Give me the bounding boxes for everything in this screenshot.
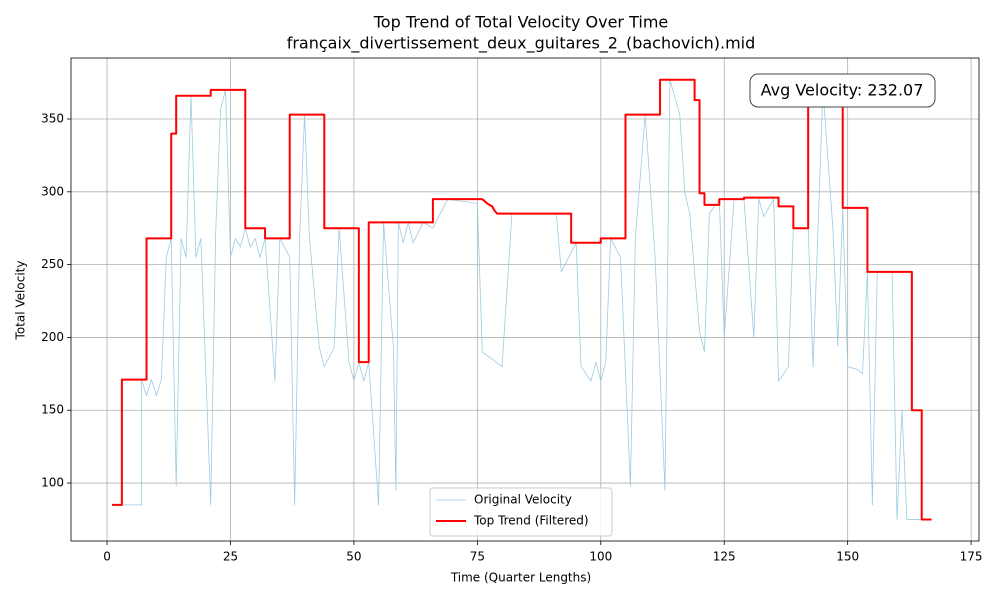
chart-subtitle: françaix_divertissement_deux_guitares_2_… <box>287 34 756 54</box>
x-tick-label: 100 <box>589 550 612 564</box>
x-axis-label: Time (Quarter Lengths) <box>450 571 591 585</box>
y-tick-label: 250 <box>41 257 64 271</box>
x-tick-label: 50 <box>346 550 361 564</box>
x-tick-label: 150 <box>836 550 859 564</box>
legend-box <box>429 487 613 537</box>
x-tick-label: 175 <box>960 550 983 564</box>
line-series <box>111 78 932 521</box>
y-tick-label: 300 <box>41 184 64 198</box>
y-tick-label: 200 <box>41 330 64 344</box>
x-tick-label: 75 <box>470 550 485 564</box>
x-tick-label: 0 <box>103 550 111 564</box>
x-tick-label: 25 <box>223 550 238 564</box>
y-tick-label: 150 <box>41 403 64 417</box>
annotation: Avg Velocity: 232.07 <box>761 81 924 100</box>
x-tick-label: 125 <box>713 550 736 564</box>
line-series <box>111 79 927 520</box>
plot-frame <box>70 57 980 542</box>
y-tick-label: 350 <box>41 112 64 126</box>
y-axis-label: Total Velocity <box>14 261 28 341</box>
annotation-box <box>749 73 936 108</box>
legend-label: Top Trend (Filtered) <box>473 514 589 528</box>
legend-label: Original Velocity <box>474 493 572 507</box>
chart-title: Top Trend of Total Velocity Over Time <box>373 13 669 32</box>
y-tick-label: 100 <box>41 476 64 490</box>
